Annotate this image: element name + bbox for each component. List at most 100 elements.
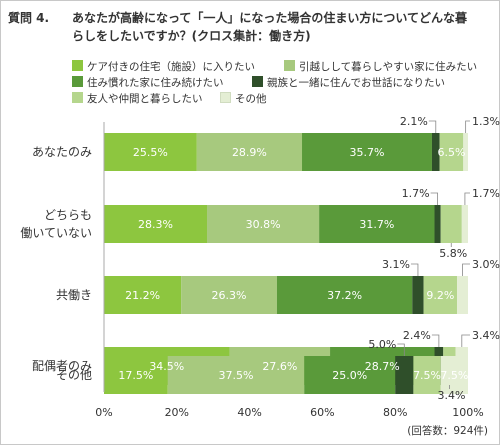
legend-item-other: その他 (220, 91, 267, 107)
leader-line (430, 192, 439, 205)
bar-segment (104, 356, 168, 394)
data-label: 1.7% (402, 187, 430, 200)
legend-swatch (72, 92, 83, 103)
category-label: 共働き (56, 288, 92, 302)
x-tick-label: 60% (310, 406, 334, 419)
data-label: 7.5% (440, 369, 468, 382)
data-label: 1.7% (472, 187, 500, 200)
bar-segment (395, 356, 414, 394)
bar-segment (440, 356, 468, 394)
question-number: 質問 4. (8, 11, 50, 25)
data-label: 3.4% (472, 329, 500, 342)
category-label: 働いていない (20, 226, 92, 240)
data-label: 21.2% (125, 289, 160, 302)
bar-segment (434, 205, 441, 243)
data-label: 5.8% (439, 247, 467, 260)
legend-item-care-housing: ケア付きの住宅（施設）に入りたい (72, 59, 255, 75)
legend-swatch (72, 76, 83, 87)
bar-segment (104, 133, 197, 171)
data-label: 1.3% (472, 115, 500, 128)
leader-line (462, 263, 470, 276)
data-label: 34.5% (149, 360, 184, 373)
bar-segment (457, 276, 468, 314)
legend-label: 住み慣れた家に住み続けたい (87, 77, 224, 89)
legend-swatch (284, 60, 295, 71)
labels-layer: あなたのみ 25.5% 28.9% 35.7% 2.1% 6.5% 1.3% どちらも働いてい… (20, 115, 500, 402)
data-label: 26.3% (212, 289, 247, 302)
bar-segment (319, 205, 435, 243)
data-label: 6.5% (437, 146, 465, 159)
bar-segment (104, 205, 208, 243)
bar-segment (196, 133, 303, 171)
data-label: 2.4% (403, 329, 431, 342)
legend-item-live-with-friends: 友人や仲間と暮らしたい (72, 91, 203, 107)
data-label: 37.2% (327, 289, 362, 302)
bar-segment (439, 133, 464, 171)
data-label: 37.5% (218, 369, 253, 382)
bar-segment (167, 356, 305, 394)
x-tick-label: 40% (237, 406, 261, 419)
leader-line (464, 192, 470, 205)
bar-segment (104, 276, 182, 314)
data-label: 28.9% (232, 146, 267, 159)
data-label: 3.0% (472, 258, 500, 271)
category-label: どちらも (44, 208, 92, 222)
legend-item-move-house: 引越しして暮らしやすい家に住みたい (284, 59, 477, 75)
bar-segment (423, 276, 458, 314)
legend-label: 友人や仲間と暮らしたい (87, 93, 203, 105)
category-label: その他 (56, 368, 92, 382)
x-tick-label: 80% (383, 406, 407, 419)
question-text: あなたが高齢になって「一人」になった場合の住まい方についてどんな暮らしをしたいで… (72, 11, 468, 43)
data-label: 28.7% (365, 360, 400, 373)
legend-swatch (252, 76, 263, 87)
data-label: 17.5% (118, 369, 153, 382)
legend-label: 親族と一緒に住んでお世話になりたい (267, 77, 445, 89)
x-tick-label: 0% (95, 406, 112, 419)
bar-segment (207, 205, 320, 243)
data-label: 2.1% (400, 115, 428, 128)
leader-line (465, 120, 470, 133)
leader-line (428, 120, 437, 133)
bars-layer (104, 133, 468, 394)
chart-title: 質問 4. あなたが高齢になって「一人」になった場合の住まい方についてどんな暮ら… (8, 9, 478, 43)
bar-segment (304, 356, 396, 394)
x-tick-label: 100% (452, 406, 483, 419)
legend-label: 引越しして暮らしやすい家に住みたい (299, 61, 478, 73)
bar-segment (461, 205, 468, 243)
data-label: 31.7% (359, 218, 394, 231)
bar-segment (463, 133, 468, 171)
bar-segment (431, 133, 440, 171)
leader-line (397, 343, 405, 356)
bar-segment (412, 276, 424, 314)
leader-line (431, 334, 440, 347)
data-label: 25.0% (332, 369, 367, 382)
axis-layer: 0% 20% 40% 60% 80% 100% (95, 122, 484, 419)
bar-segment (413, 356, 441, 394)
bar-segment (181, 276, 277, 314)
data-label: 25.5% (133, 146, 168, 159)
bar-segment (276, 276, 413, 314)
data-label: 30.8% (246, 218, 281, 231)
x-tick-label: 20% (165, 406, 189, 419)
data-label: 35.7% (350, 146, 385, 159)
bar-segment (440, 205, 462, 243)
legend-swatch (220, 92, 231, 103)
bar-segment (302, 133, 432, 171)
leader-line (410, 263, 419, 276)
footnote: (回答数：924件) (407, 424, 488, 437)
data-label: 28.3% (138, 218, 173, 231)
category-label: 配偶者のみ (32, 359, 92, 373)
legend-label: ケア付きの住宅（施設）に入りたい (87, 61, 255, 73)
legend-label: その他 (235, 93, 267, 105)
data-label: 3.1% (382, 258, 410, 271)
data-label: 9.2% (426, 289, 454, 302)
legend-item-stay-home: 住み慣れた家に住み続けたい (72, 75, 224, 91)
data-label: 27.6% (262, 360, 297, 373)
leader-line (461, 334, 470, 347)
legend-item-live-with-family: 親族と一緒に住んでお世話になりたい (252, 75, 445, 91)
legend-swatch (72, 60, 83, 71)
data-label: 7.5% (413, 369, 441, 382)
data-label: 3.4% (437, 389, 465, 402)
category-label: あなたのみ (32, 145, 92, 159)
